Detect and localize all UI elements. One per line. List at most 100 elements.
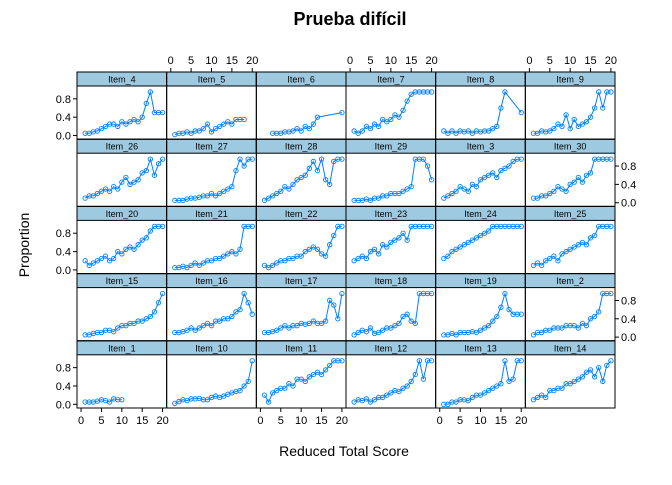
x-tick-label: 20 — [156, 415, 168, 427]
series-line — [85, 90, 163, 134]
data-point — [196, 325, 202, 331]
data-point — [155, 161, 162, 167]
panel-strip-label: Item_22 — [285, 209, 318, 219]
data-point — [587, 367, 594, 373]
data-point — [596, 89, 602, 95]
y-axis-label: Proportion — [16, 213, 32, 278]
data-point — [441, 255, 447, 262]
data-point — [453, 188, 459, 194]
data-point — [143, 316, 149, 322]
data-point — [461, 186, 467, 192]
data-point — [200, 126, 206, 132]
data-point — [147, 228, 154, 234]
data-point — [310, 371, 317, 378]
data-point — [314, 114, 321, 120]
data-point — [486, 228, 492, 234]
data-point — [367, 325, 374, 331]
data-point — [481, 325, 488, 331]
data-point — [490, 126, 496, 132]
data-point — [233, 167, 239, 174]
data-point — [94, 190, 101, 197]
series-line — [533, 91, 611, 134]
data-point — [274, 260, 280, 266]
data-point — [106, 399, 113, 405]
data-point — [327, 297, 333, 304]
data-point — [322, 318, 329, 324]
data-point — [147, 156, 154, 162]
data-point — [477, 392, 484, 398]
data-point — [567, 381, 573, 387]
data-point — [400, 230, 406, 236]
data-point — [261, 262, 268, 268]
data-point — [408, 318, 414, 324]
data-point — [127, 181, 133, 188]
data-point — [155, 300, 162, 306]
data-point — [119, 397, 125, 403]
data-point — [278, 188, 284, 194]
data-point — [384, 244, 390, 250]
data-point — [384, 119, 390, 125]
data-point — [392, 237, 398, 243]
data-point — [420, 156, 427, 162]
x-tick-label: 5 — [98, 415, 104, 427]
data-point — [131, 116, 137, 123]
x-tick-label: 0 — [437, 415, 443, 427]
x-tick-label: 10 — [564, 55, 576, 67]
data-point — [229, 121, 235, 127]
series-line — [443, 360, 522, 405]
data-point — [139, 318, 145, 324]
x-tick-label: 15 — [495, 415, 507, 427]
data-point — [498, 167, 504, 174]
data-point — [538, 262, 545, 268]
data-point — [494, 123, 500, 130]
data-point — [269, 193, 276, 199]
data-point — [502, 165, 508, 171]
data-point — [400, 385, 406, 391]
data-point — [217, 318, 223, 324]
data-point — [530, 332, 537, 338]
data-point — [416, 358, 423, 364]
series-line — [443, 90, 522, 134]
data-point — [282, 323, 288, 329]
data-point — [204, 121, 211, 127]
panel-strip-label: Item_11 — [285, 343, 317, 353]
data-point — [102, 186, 109, 192]
data-point — [579, 121, 586, 127]
data-point — [465, 188, 471, 194]
data-point — [217, 190, 223, 197]
data-point — [147, 313, 154, 320]
data-point — [477, 327, 484, 333]
data-point — [208, 323, 215, 329]
data-point — [351, 332, 357, 338]
x-tick-label: 0 — [168, 55, 174, 67]
data-point — [510, 158, 516, 165]
data-point — [306, 374, 312, 380]
data-point — [555, 184, 561, 190]
data-point — [388, 325, 394, 331]
data-point — [282, 385, 288, 391]
data-point — [119, 179, 125, 185]
data-point — [587, 170, 594, 176]
panel-strip-label: Item_23 — [375, 209, 408, 219]
series-line — [272, 112, 342, 134]
data-point — [298, 253, 304, 259]
data-point — [477, 232, 484, 239]
panel-strip-label: Item_4 — [108, 75, 136, 85]
data-point — [274, 327, 280, 333]
data-point — [245, 378, 251, 385]
data-point — [579, 239, 586, 246]
data-point — [502, 89, 508, 95]
panel-strip-label: Item_26 — [106, 142, 139, 152]
data-point — [375, 195, 382, 201]
data-point — [473, 329, 480, 336]
data-point — [486, 172, 492, 178]
data-point — [359, 253, 365, 259]
data-point — [282, 258, 288, 264]
data-point — [286, 381, 292, 387]
data-point — [502, 358, 508, 364]
data-point — [339, 290, 345, 297]
y-tick-label: 0.4 — [621, 314, 636, 326]
data-point — [388, 390, 394, 396]
x-tick-label: 0 — [347, 55, 353, 67]
x-tick-label: 10 — [295, 415, 307, 427]
